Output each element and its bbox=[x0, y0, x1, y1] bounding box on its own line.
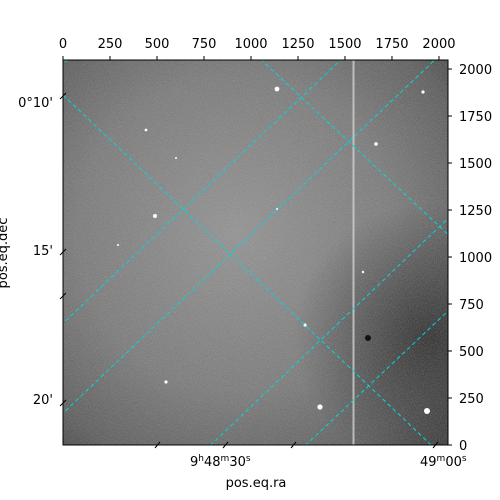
grid-line bbox=[63, 60, 436, 414]
right-tick-label: 250 bbox=[459, 392, 484, 407]
top-tick-label: 500 bbox=[145, 37, 170, 52]
star bbox=[424, 408, 430, 414]
dec-tick bbox=[59, 399, 67, 407]
right-tick-label: 2000 bbox=[459, 63, 492, 78]
top-tick-label: 1500 bbox=[328, 37, 361, 52]
ra-tick-label: 9h48m30s bbox=[190, 454, 251, 470]
right-tick-label: 1000 bbox=[459, 251, 492, 266]
star bbox=[421, 90, 425, 94]
top-axis: 0 250 500 750 1000 1250 1500 1750 2000 bbox=[59, 37, 456, 60]
top-tick-label: 750 bbox=[192, 37, 217, 52]
ra-tick bbox=[290, 441, 297, 449]
y-axis-label: pos.eq.dec bbox=[0, 218, 11, 289]
star bbox=[175, 157, 177, 159]
star bbox=[144, 128, 148, 132]
dark-spot bbox=[365, 335, 371, 341]
star bbox=[274, 86, 280, 92]
coordinate-grid bbox=[63, 60, 448, 445]
star bbox=[361, 270, 365, 274]
bad-column bbox=[352, 60, 355, 445]
ra-tick-label: 49m00s bbox=[420, 454, 467, 470]
top-tick-label: 1250 bbox=[281, 37, 314, 52]
star bbox=[153, 214, 157, 218]
ra-tick bbox=[222, 441, 229, 449]
star bbox=[164, 380, 168, 384]
right-tick-label: 0 bbox=[459, 439, 467, 454]
right-tick-label: 1250 bbox=[459, 204, 492, 219]
star bbox=[117, 244, 119, 246]
top-tick-label: 1750 bbox=[375, 37, 408, 52]
sky-image bbox=[63, 60, 448, 445]
star bbox=[317, 404, 323, 410]
left-axis bbox=[59, 92, 67, 407]
ra-tick bbox=[154, 441, 161, 449]
top-tick-label: 250 bbox=[98, 37, 123, 52]
dec-tick-label: 20' bbox=[33, 393, 53, 408]
right-axis: 0 250 500 750 1000 1250 1500 1750 2000 bbox=[448, 63, 492, 454]
bottom-axis bbox=[154, 441, 439, 449]
dec-tick-label: 0°10' bbox=[18, 96, 53, 111]
stars bbox=[117, 86, 430, 414]
right-tick-label: 750 bbox=[459, 298, 484, 313]
x-axis-label: pos.eq.ra bbox=[226, 476, 287, 491]
dec-tick-label: 15' bbox=[33, 244, 53, 259]
grid-line bbox=[63, 60, 342, 324]
dec-tick bbox=[59, 292, 67, 300]
grid-line bbox=[63, 94, 432, 445]
grid-line bbox=[210, 217, 448, 445]
star bbox=[374, 142, 378, 146]
star bbox=[276, 208, 278, 210]
dec-tick bbox=[59, 248, 67, 256]
top-tick-label: 2000 bbox=[422, 37, 455, 52]
top-tick-label: 0 bbox=[59, 37, 67, 52]
top-tick-label: 1000 bbox=[234, 37, 267, 52]
right-tick-label: 1750 bbox=[459, 110, 492, 125]
dec-tick bbox=[59, 92, 67, 100]
right-tick-label: 1500 bbox=[459, 157, 492, 172]
grid-line bbox=[260, 60, 448, 236]
right-tick-label: 500 bbox=[459, 345, 484, 360]
ra-tick bbox=[432, 441, 439, 449]
